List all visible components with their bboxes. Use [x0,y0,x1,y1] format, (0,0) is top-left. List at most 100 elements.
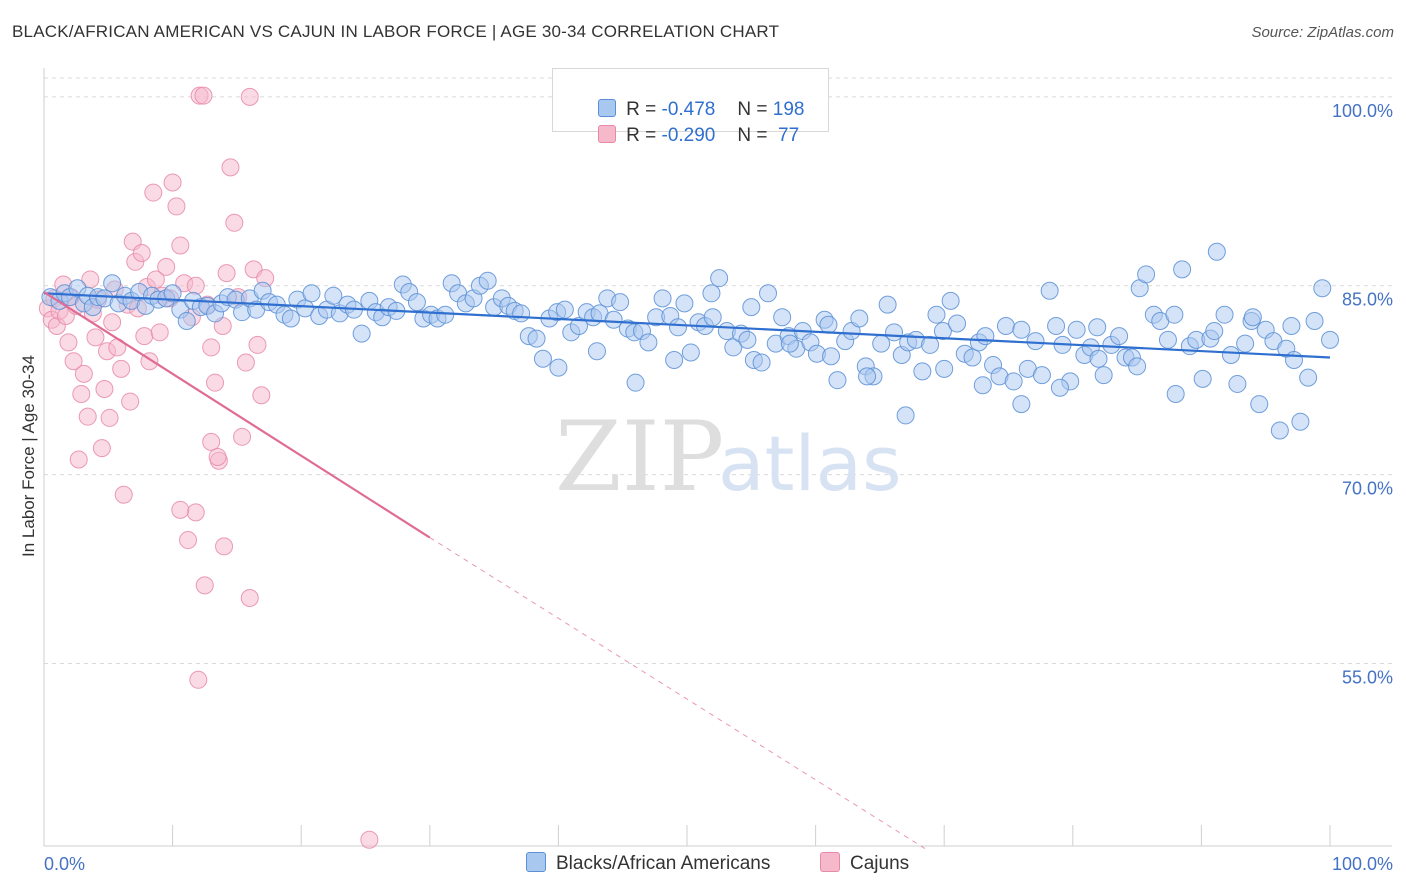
blacks-point [1128,357,1147,376]
blacks-point [941,291,960,310]
blacks-point [896,406,915,425]
cajuns-point [150,323,169,342]
cajuns-point [217,264,236,283]
blacks-point [933,322,952,341]
blacks-point [1221,345,1240,364]
cajuns-point [171,500,190,519]
blacks-point [1282,317,1301,336]
cajuns-point [186,503,205,522]
cajuns-point [240,87,259,106]
blacks-point [611,293,630,312]
cajuns-point [186,276,205,295]
blacks-point [653,289,672,308]
blacks-point [163,284,182,303]
blacks-point [1299,368,1318,387]
blacks-point [1040,281,1059,300]
blacks-point [352,324,371,343]
blacks-point [1243,308,1262,327]
cajuns-point [135,327,154,346]
blacks-trend-line [43,292,1331,359]
blacks-point [927,305,946,324]
cajuns-point [206,373,225,392]
cajuns-point [121,392,140,411]
blue-swatch [526,852,546,872]
blacks-point [703,308,722,327]
blacks-point [604,310,623,329]
legend-r-value: -0.478 [661,99,716,120]
cajuns-point [208,447,227,466]
blacks-point [1166,385,1185,404]
legend-r-value: -0.290 [661,125,716,146]
cajuns-point [360,830,379,849]
blacks-point [1165,305,1184,324]
legend-n-label: N = [737,99,773,120]
blacks-point [858,367,877,386]
blacks-point [1012,320,1031,339]
blacks-point [1173,260,1192,279]
blacks-point [976,327,995,346]
y-axis-title: In Labor Force | Age 30-34 [19,355,38,557]
cajuns-point [195,576,214,595]
blacks-point [1291,412,1310,431]
x-tick-label-end: 100.0% [1332,854,1393,874]
y-tick-label: 85.0% [1342,290,1393,310]
blacks-point [921,335,940,354]
blacks-point [702,284,721,303]
cajuns-point [167,197,186,216]
blacks-points [41,242,1339,440]
cajuns-points [38,86,379,849]
blacks-point [878,295,897,314]
cajuns-point [221,158,240,177]
watermark-zip: ZIP [555,401,724,513]
blacks-point [913,362,932,381]
legend-r-label: R = [626,125,662,146]
blacks-point [1236,334,1255,353]
cajuns-point [233,427,252,446]
blacks-point [533,349,552,368]
blacks-point [675,294,694,313]
blacks-point [1026,332,1045,351]
blacks-point [177,311,196,330]
blacks-point [1284,351,1303,370]
blacks-point [1032,366,1051,385]
blacks-point [324,286,343,305]
cajuns-point [236,353,255,372]
trend-lines [43,291,1331,849]
cajuns-trend-line [43,291,431,539]
y-tick-label: 100.0% [1332,101,1393,121]
legend-n-value: 198 [772,99,805,120]
blacks-point [1004,372,1023,391]
blacks-point [724,338,743,357]
cajuns-point [103,313,122,332]
cajuns-point [240,588,259,607]
blacks-point [681,343,700,362]
y-tick-label: 55.0% [1342,667,1393,687]
bottom-legend-label: Blacks/African Americans [556,853,771,874]
blacks-point [527,329,546,348]
legend-r-label: R = [626,99,662,120]
blacks-point [973,376,992,395]
blacks-point [1313,279,1332,298]
blacks-point [1110,327,1129,346]
cajuns-point [86,328,105,347]
cajuns-point [189,670,208,689]
cajuns-point [59,333,78,352]
blacks-point [738,330,757,349]
blacks-point [626,373,645,392]
pink-swatch [598,125,617,143]
cajuns-trend-extension [429,537,926,849]
cajuns-point [202,432,221,451]
blacks-point [1215,305,1234,324]
bottom-legend-blacks: Blacks/African Americans [526,852,770,875]
blacks-point [1228,374,1247,393]
legend-row-cajuns: R = -0.290 N = 77 [577,103,799,146]
blacks-point [302,284,321,303]
blacks-point [1137,265,1156,284]
watermark: ZIP atlas [555,401,902,513]
blacks-point [1193,369,1212,388]
blacks-point [1321,330,1339,349]
cajuns-point [112,359,131,378]
blacks-point [478,271,497,290]
blacks-point [1094,366,1113,385]
chart-title: BLACK/AFRICAN AMERICAN VS CAJUN IN LABOR… [12,22,780,41]
